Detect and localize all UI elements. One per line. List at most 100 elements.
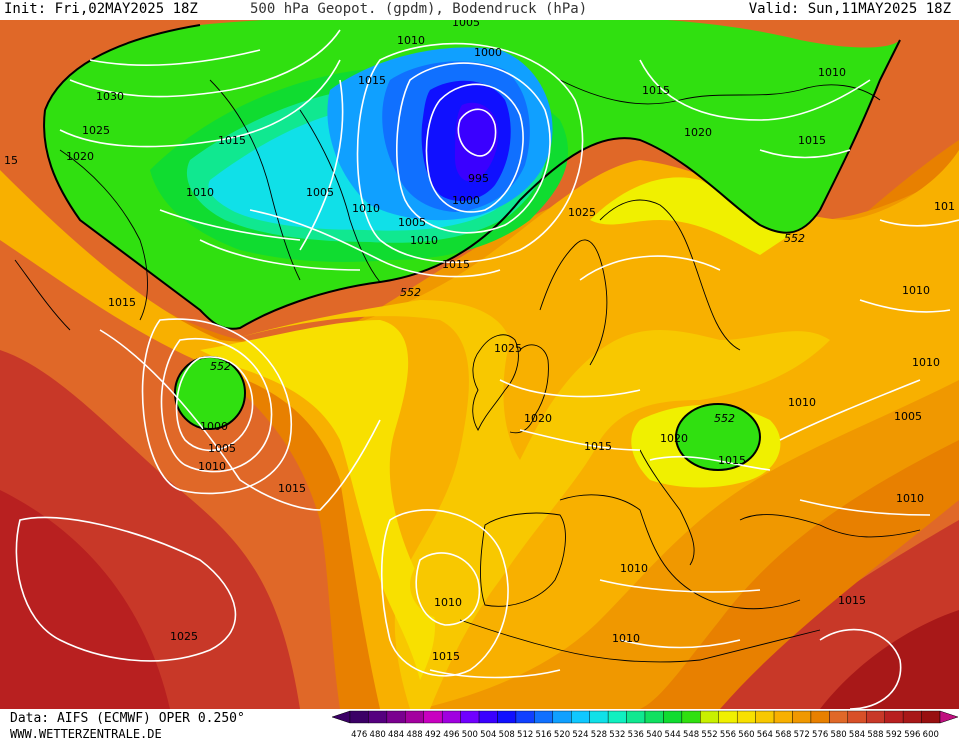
colorbar-tick-label: 484 [388, 730, 404, 740]
colorbar-tick-label: 476 [351, 730, 367, 740]
colorbar-tick-label: 536 [628, 730, 644, 740]
colorbar-tick-label: 496 [443, 730, 459, 740]
isobar-label: 1010 [788, 396, 816, 409]
isobar-label: 995 [468, 172, 489, 185]
colorbar-swatch [478, 710, 498, 724]
header-bar: Init: Fri,02MAY2025 18Z 500 hPa Geopot. … [0, 0, 959, 20]
isobar-labels: 1005 1010 1000 1015 1030 1025 1020 1015 … [4, 20, 955, 663]
colorbar-swatch [405, 710, 424, 724]
colorbar-swatch [921, 710, 941, 724]
init-time: Init: Fri,02MAY2025 18Z [4, 1, 198, 17]
colorbar-tick-label: 516 [535, 730, 551, 740]
colorbar-tick-label: 592 [886, 730, 902, 740]
isobar-label: 1005 [452, 20, 480, 29]
colorbar-swatch [607, 710, 627, 724]
field-yellow-pale [590, 177, 790, 255]
field-azores [410, 550, 490, 620]
field-darkred-se [820, 610, 959, 709]
geo-label: 552 [210, 360, 231, 373]
colorbar-swatch [736, 710, 756, 724]
colorbar-swatch [460, 710, 480, 724]
colorbar-tick-label: 568 [775, 730, 791, 740]
colorbar-arrow-low [332, 710, 351, 724]
colorbar-swatch [571, 710, 590, 724]
isobar-label: 1010 [612, 632, 640, 645]
isobar-label: 1015 [218, 134, 246, 147]
geo-label: 552 [714, 412, 735, 425]
isobar-label: 1000 [200, 420, 228, 433]
isobar-label: 1025 [82, 124, 110, 137]
weather-map[interactable]: 552 552 552 552 1005 1010 1000 1015 1030… [0, 20, 959, 709]
colorbar-swatch [681, 710, 701, 724]
colorbar-swatch [515, 710, 535, 724]
geopotential-labels: 552 552 552 552 [210, 232, 805, 425]
isobar-label: 1005 [398, 216, 426, 229]
isobar-label: 1015 [838, 594, 866, 607]
coastlines [14, 79, 921, 663]
isobar-label: 1010 [912, 356, 940, 369]
field-green-atlantic-low [175, 357, 245, 429]
isobar-label: 1010 [186, 186, 214, 199]
isobar-label: 1000 [474, 46, 502, 59]
colorbar-swatch [792, 710, 812, 724]
isobar-label: 1010 [620, 562, 648, 575]
colorbar-tick-label: 560 [738, 730, 754, 740]
colorbar-tick-label: 524 [572, 730, 588, 740]
colorbar-tick-label: 548 [683, 730, 699, 740]
colorbar-tick-label: 480 [370, 730, 386, 740]
isobar-label: 1010 [397, 34, 425, 47]
isobar-label: 1010 [198, 460, 226, 473]
colorbar: 476 480 484 488 492 496 500 504 508 512 516 520 524 5… [332, 710, 959, 740]
colorbar-swatch [441, 710, 461, 724]
colorbar-swatch [423, 710, 443, 724]
website-link[interactable]: WWW.WETTERZENTRALE.DE [10, 727, 162, 741]
colorbar-swatch [847, 710, 867, 724]
isobar-label: 1015 [798, 134, 826, 147]
isobar-label: 1010 [818, 66, 846, 79]
colorbar-tick-label: 584 [849, 730, 865, 740]
colorbar-tick-label: 528 [591, 730, 607, 740]
colorbar-swatch [773, 710, 793, 724]
isobar-label: 1020 [66, 150, 94, 163]
colorbar-tick-label: 520 [554, 730, 570, 740]
colorbar-swatch [349, 710, 369, 724]
isobars [15, 29, 959, 709]
isobar-label: 1015 [584, 440, 612, 453]
colorbar-swatch [497, 710, 517, 724]
colorbar-tick-label: 564 [757, 730, 773, 740]
isobar-label: 1015 [278, 482, 306, 495]
isobar-label: 1015 [432, 650, 460, 663]
isobar-label: 1020 [660, 432, 688, 445]
colorbar-tick-label: 492 [425, 730, 441, 740]
colorbar-tick-label: 572 [794, 730, 810, 740]
isobar-label: 1020 [524, 412, 552, 425]
isobar-label: 1010 [352, 202, 380, 215]
colorbar-tick-label: 600 [923, 730, 939, 740]
colorbar-tick-label: 540 [646, 730, 662, 740]
colorbar-swatch [810, 710, 830, 724]
isobar-label: 1015 [358, 74, 386, 87]
isobar-label: 1010 [896, 492, 924, 505]
colorbar-swatch [626, 710, 646, 724]
colorbar-tick-label: 556 [720, 730, 736, 740]
isobar-label: 1005 [306, 186, 334, 199]
colorbar-swatch [589, 710, 609, 724]
colorbar-swatch [644, 710, 664, 724]
isobar-label: 1005 [208, 442, 236, 455]
colorbar-swatch [386, 710, 406, 724]
isobar-label: 1010 [410, 234, 438, 247]
field-violet [455, 102, 499, 182]
isobar-label: 1000 [452, 194, 480, 207]
colorbar-swatch [902, 710, 922, 724]
colorbar-tick-label: 512 [517, 730, 533, 740]
geo-label: 552 [784, 232, 805, 245]
geo-label: 552 [400, 286, 421, 299]
colorbar-swatch [884, 710, 904, 724]
isobar-label: 1005 [894, 410, 922, 423]
colorbar-tick-label: 544 [665, 730, 681, 740]
colorbar-tick-label: 576 [812, 730, 828, 740]
isobar-label: 1015 [442, 258, 470, 271]
colorbar-tick-label: 588 [867, 730, 883, 740]
colorbar-tick-label: 596 [904, 730, 920, 740]
colorbar-swatch [552, 710, 572, 724]
